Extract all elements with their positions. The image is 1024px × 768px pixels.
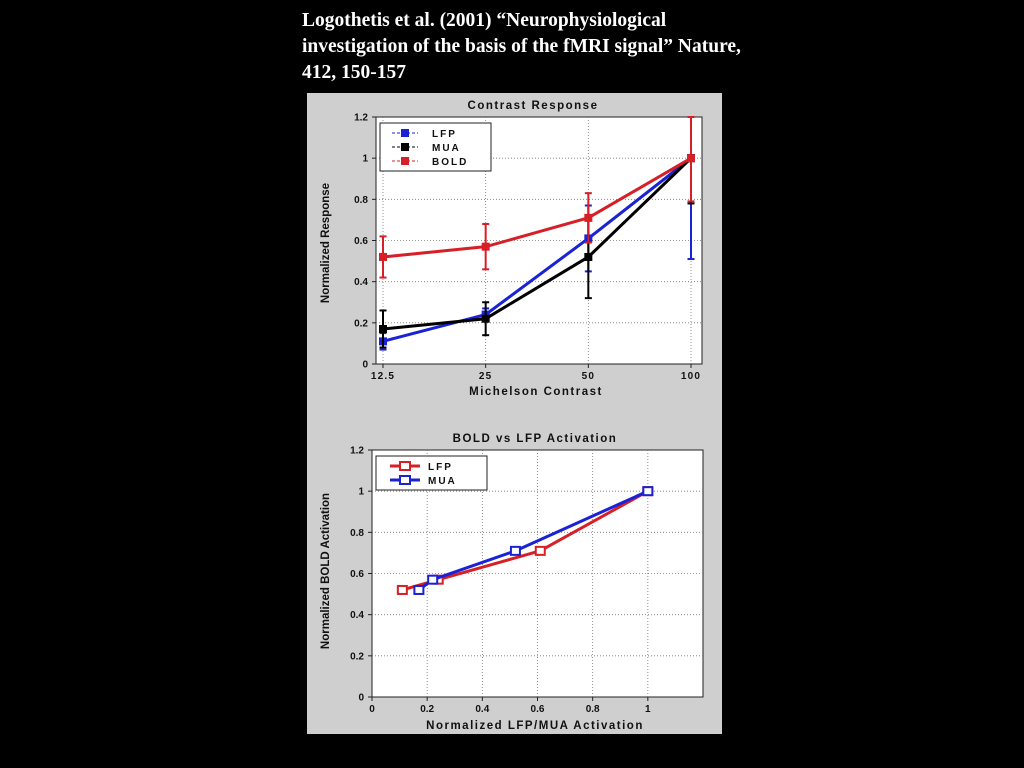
chart1-y-tick-label: 0.2 bbox=[354, 318, 368, 329]
chart2-lfp-point bbox=[396, 584, 408, 595]
chart2-y-tick-label: 0 bbox=[358, 693, 364, 704]
chart1-y-tick-label: 0 bbox=[362, 360, 368, 371]
chart2-x-tick-label: 0.2 bbox=[420, 704, 434, 715]
chart1-title: Contrast Response bbox=[468, 100, 599, 112]
chart2-x-tick-label: 0.4 bbox=[475, 704, 489, 715]
chart1-y-tick-label: 0.6 bbox=[354, 236, 368, 247]
chart2-legend-mua-marker bbox=[399, 475, 411, 485]
chart1-legend-mua-label: MUA bbox=[432, 143, 461, 154]
chart1-bold-point bbox=[481, 242, 490, 251]
chart2-x-axis-label: Normalized LFP/MUA Activation bbox=[426, 720, 644, 732]
chart2-mua-point bbox=[642, 486, 654, 497]
chart2-lfp-point bbox=[534, 545, 546, 556]
chart2-legend-lfp-label: LFP bbox=[428, 462, 453, 473]
chart1-y-tick-label: 0.8 bbox=[354, 195, 368, 206]
chart2-mua-line bbox=[417, 489, 649, 592]
chart1-x-tick-label: 100 bbox=[681, 371, 701, 382]
chart2-legend-lfp-marker bbox=[399, 461, 411, 471]
chart2-plot: 0 0.2 0.4 0.6 0.8 1 0 0.2 0.4 0.6 0.8 1 1.2 LFP MUA bbox=[350, 446, 704, 715]
chart2-mua-point bbox=[509, 545, 521, 556]
chart2-y-tick-label: 1.2 bbox=[350, 446, 364, 457]
chart2-y-tick-label: 0.6 bbox=[350, 569, 364, 580]
chart1-x-axis-label: Michelson Contrast bbox=[469, 386, 603, 398]
chart1-legend-bold-label: BOLD bbox=[432, 157, 468, 168]
figure-panel: Contrast Response Normalized Response Mi… bbox=[307, 93, 722, 734]
chart1-y-tick-label: 0.4 bbox=[354, 277, 368, 288]
chart1-legend-bold-marker bbox=[401, 157, 409, 165]
chart1-mua-point bbox=[379, 325, 387, 334]
chart2-mua-point bbox=[427, 574, 439, 585]
chart1-bold-line bbox=[382, 156, 692, 259]
chart1-legend: LFP MUA BOLD bbox=[379, 122, 492, 172]
chart2-lfp-line bbox=[401, 489, 649, 592]
slide-citation: Logothetis et al. (2001) “Neurophysiolog… bbox=[302, 10, 741, 83]
chart2-legend-box bbox=[375, 455, 488, 491]
chart2-x-tick-label: 1 bbox=[645, 704, 651, 715]
chart1-y-tick-label: 1.2 bbox=[354, 113, 368, 124]
chart1-bold-point bbox=[687, 154, 695, 163]
chart1-mua-point bbox=[481, 314, 490, 323]
chart2-legend: LFP MUA bbox=[375, 455, 488, 491]
chart2-title: BOLD vs LFP Activation bbox=[453, 433, 618, 445]
chart1-legend-lfp-label: LFP bbox=[432, 129, 457, 140]
chart1-y-tick-label: 1 bbox=[362, 154, 368, 165]
chart2-y-tick-label: 0.4 bbox=[350, 610, 364, 621]
chart2-legend-mua-label: MUA bbox=[428, 476, 457, 487]
chart2-y-axis-label: Normalized BOLD Activation bbox=[320, 493, 332, 649]
chart1-legend-mua-marker bbox=[401, 143, 409, 151]
chart1-bold-point bbox=[379, 252, 387, 261]
chart2-mua-point bbox=[413, 584, 425, 595]
chart1-y-axis-label: Normalized Response bbox=[320, 183, 332, 303]
chart2-y-tick-label: 1 bbox=[358, 487, 364, 498]
chart1-mua-point bbox=[584, 252, 593, 261]
chart2-y-tick-label: 0.2 bbox=[350, 651, 364, 662]
chart1-legend-lfp-marker bbox=[401, 129, 409, 137]
chart2-y-tick-label: 0.8 bbox=[350, 528, 364, 539]
chart2-x-tick-label: 0.8 bbox=[586, 704, 600, 715]
chart1-x-tick-label: 50 bbox=[582, 371, 596, 382]
chart1-plot: 12.5 25 50 100 0 0.2 0.4 0.6 0.8 1 1.2 LFP MUA BOLD bbox=[354, 113, 703, 382]
chart1-bold-point bbox=[584, 213, 593, 222]
chart1-x-tick-label: 12.5 bbox=[371, 371, 395, 382]
chart1-x-tick-label: 25 bbox=[479, 371, 493, 382]
chart2-x-tick-label: 0.6 bbox=[531, 704, 545, 715]
chart2-x-tick-label: 0 bbox=[369, 704, 375, 715]
chart1-mua-line bbox=[382, 157, 693, 331]
chart1-lfp-line bbox=[382, 156, 692, 343]
figure-svg: Contrast Response Normalized Response Mi… bbox=[320, 100, 704, 732]
